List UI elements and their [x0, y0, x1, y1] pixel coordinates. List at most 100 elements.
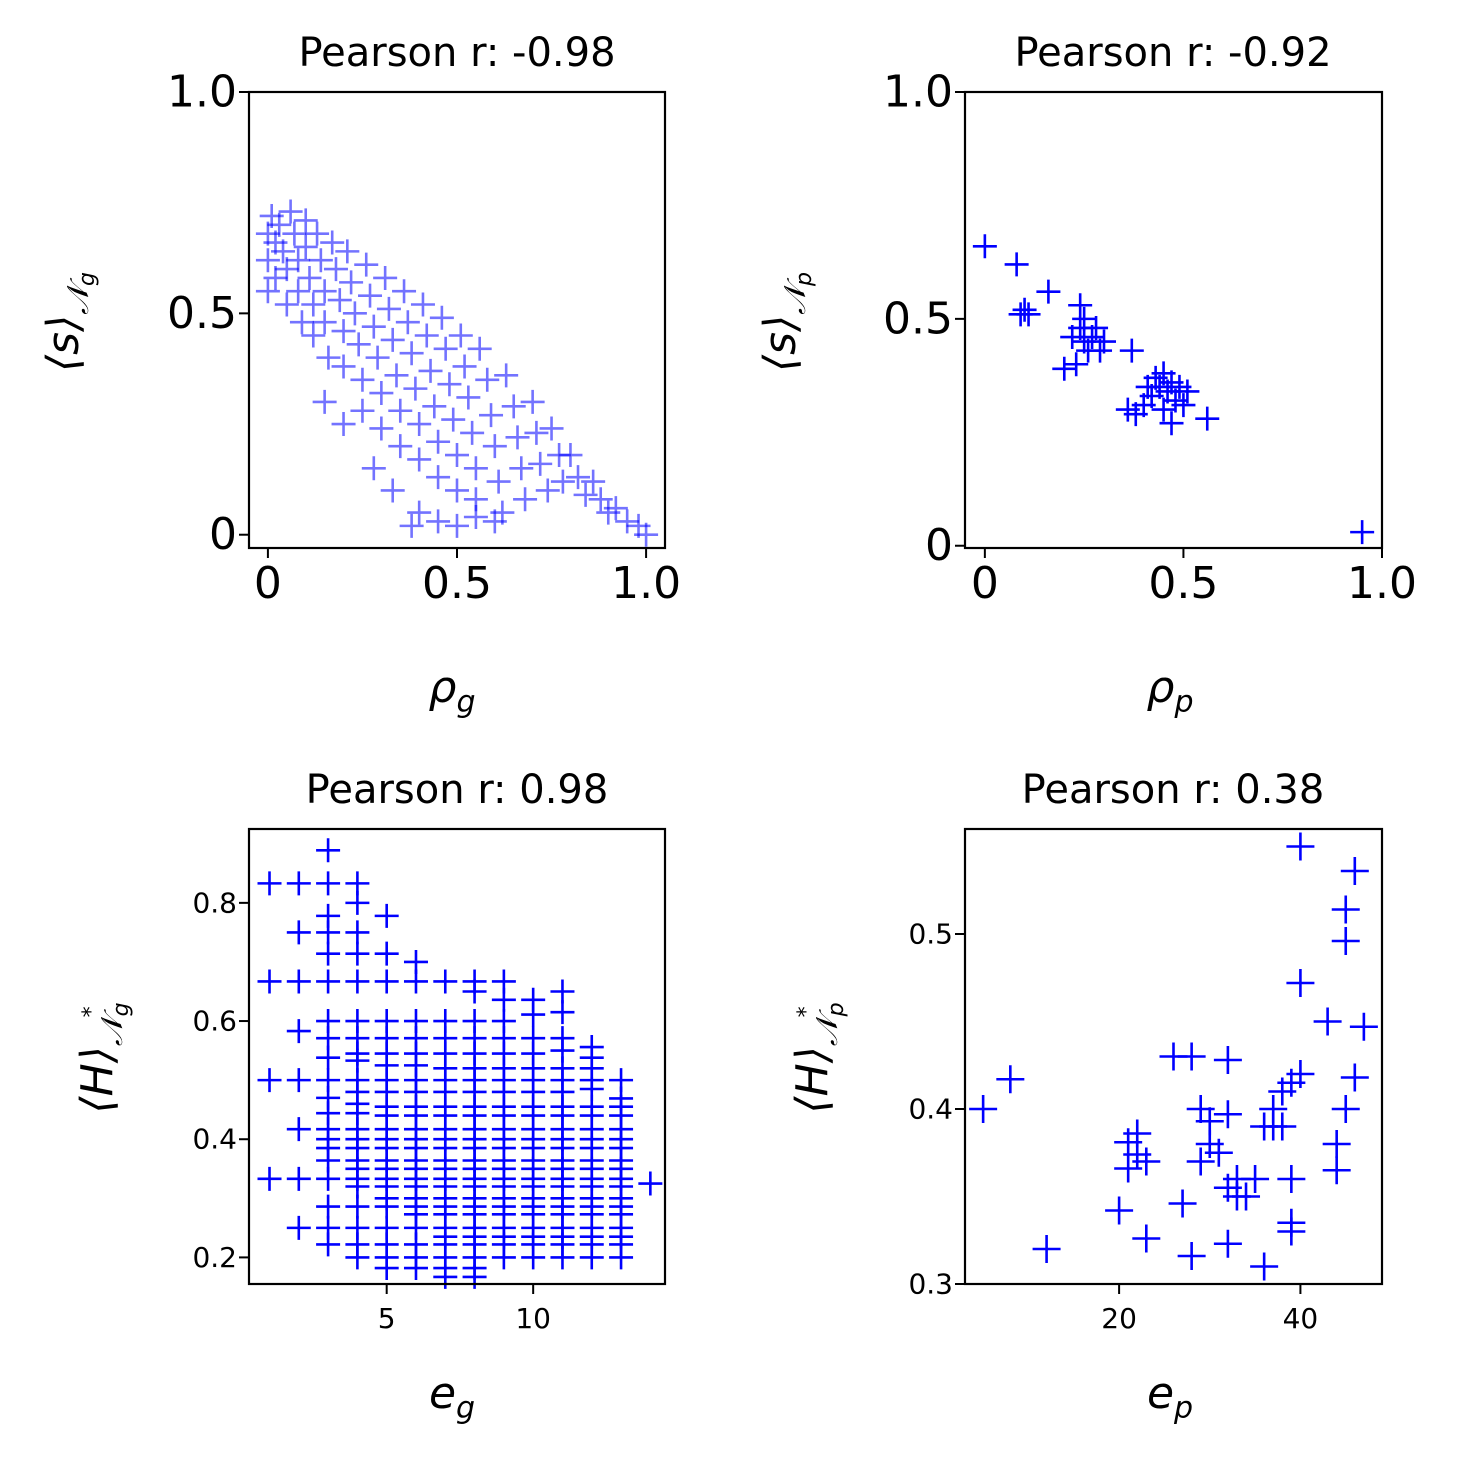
- data-point: [573, 482, 598, 507]
- data-point: [369, 416, 394, 441]
- data-point: [1032, 1235, 1061, 1263]
- data-point: [1092, 329, 1116, 354]
- data-point: [331, 319, 356, 344]
- data-point: [486, 469, 511, 494]
- data-point: [286, 279, 311, 304]
- data-point: [316, 345, 341, 370]
- data-point: [312, 279, 337, 304]
- data-point: [550, 979, 575, 1004]
- data-point: [550, 469, 575, 494]
- data-point: [1277, 1165, 1306, 1193]
- data-point: [467, 336, 492, 361]
- data-point: [407, 500, 432, 525]
- data-point: [1331, 1095, 1360, 1123]
- x-tick-label: 0.5: [422, 558, 492, 609]
- y-axis-label: ⟨H⟩𝒩* p: [787, 1002, 849, 1113]
- data-point: [305, 221, 330, 246]
- x-tick-label: 0.5: [1148, 558, 1218, 609]
- data-point: [463, 456, 488, 481]
- data-point: [479, 403, 504, 428]
- data-point: [520, 389, 545, 414]
- data-point: [399, 341, 424, 366]
- data-point: [634, 522, 659, 547]
- y-axis-ticks: 0 0.5 1.0: [167, 67, 249, 560]
- data-point: [345, 1174, 370, 1199]
- data-point: [1350, 520, 1375, 545]
- y-tick-label: 1.0: [167, 67, 237, 118]
- data-point: [297, 265, 322, 290]
- x-tick-label: 1.0: [611, 558, 681, 609]
- y-tick-label: 0.5: [883, 293, 953, 344]
- data-point: [550, 1000, 575, 1025]
- data-point: [524, 420, 549, 445]
- data-point: [286, 969, 311, 994]
- y-tick-label: 0.8: [192, 886, 237, 919]
- data-point: [494, 363, 519, 388]
- data-point: [301, 292, 326, 317]
- x-axis-label: ep: [1147, 1368, 1193, 1426]
- data-point: [257, 1068, 282, 1093]
- data-point: [257, 871, 282, 896]
- y-tick-label: 0.4: [192, 1123, 237, 1156]
- data-point: [441, 407, 466, 432]
- data-point: [448, 323, 473, 348]
- data-point: [255, 279, 280, 304]
- data-point: [316, 1045, 341, 1070]
- data-point: [1340, 1063, 1369, 1092]
- data-point: [491, 1245, 516, 1270]
- data-point: [433, 969, 458, 994]
- data-point: [395, 310, 420, 335]
- plot-area: [255, 199, 659, 547]
- data-point: [354, 252, 379, 277]
- data-point: [1159, 411, 1184, 436]
- data-point: [521, 1245, 546, 1270]
- data-point: [437, 372, 462, 397]
- panel-title: Pearson r: -0.98: [298, 30, 615, 76]
- data-point: [528, 451, 553, 476]
- data-point: [392, 279, 417, 304]
- data-point: [1340, 857, 1369, 885]
- data-point: [1322, 1130, 1351, 1158]
- data-point: [1213, 1046, 1242, 1074]
- data-point: [380, 478, 405, 503]
- data-point: [638, 1171, 663, 1196]
- data-point: [286, 1068, 311, 1093]
- plot-area: [257, 838, 663, 1289]
- data-point: [1313, 1007, 1342, 1036]
- data-point: [460, 420, 485, 445]
- data-point: [374, 903, 399, 928]
- data-point: [316, 941, 341, 966]
- data-point: [972, 234, 997, 259]
- data-point: [407, 412, 432, 437]
- data-point: [339, 270, 364, 295]
- data-point: [350, 398, 375, 423]
- y-tick-label: 0.5: [167, 288, 237, 339]
- data-point: [286, 920, 311, 945]
- data-point: [535, 478, 560, 503]
- data-point: [463, 505, 488, 530]
- y-axis-label: ⟨s⟩𝒩p: [755, 272, 817, 372]
- data-point: [1132, 1224, 1161, 1253]
- plot-area: [969, 832, 1378, 1281]
- data-point: [1036, 279, 1061, 304]
- data-point: [445, 513, 469, 538]
- data-point: [475, 367, 500, 392]
- data-point: [579, 1245, 604, 1270]
- data-point: [1052, 356, 1077, 381]
- data-point: [1177, 1242, 1206, 1270]
- data-point: [301, 323, 326, 348]
- data-point: [1241, 1165, 1270, 1193]
- data-point: [1331, 927, 1360, 955]
- data-point: [358, 283, 383, 308]
- data-point: [558, 443, 583, 468]
- data-point: [609, 1245, 634, 1270]
- y-axis-ticks: 0.3 0.4 0.5: [908, 918, 965, 1301]
- data-point: [1204, 1138, 1233, 1167]
- data-point: [407, 447, 432, 472]
- axes-frame: [247, 827, 667, 1286]
- data-point: [312, 389, 337, 414]
- data-point: [418, 358, 443, 383]
- data-point: [1177, 1042, 1206, 1071]
- data-point: [380, 327, 405, 352]
